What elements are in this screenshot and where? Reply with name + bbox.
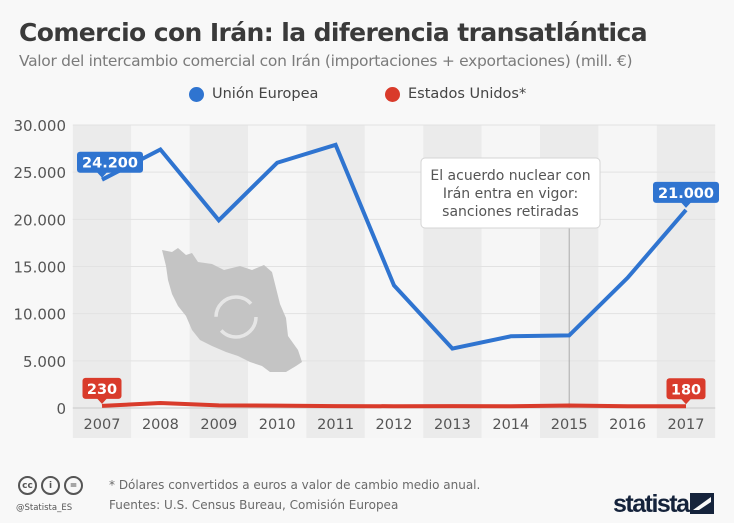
data-label: 21.000 <box>658 186 714 202</box>
data-label-pointer <box>97 398 107 404</box>
legend-item-eu: Unión Europea <box>189 86 318 102</box>
y-tick-label: 20.000 <box>14 211 67 229</box>
data-labels: 24.200 21.000 230 180 <box>77 151 719 405</box>
legend: Unión Europea Estados Unidos* <box>0 86 734 106</box>
x-tick-label: 2010 <box>259 417 296 433</box>
annotation-text: Irán entra en vigor: <box>443 186 578 202</box>
legend-dot-eu-icon <box>189 86 204 102</box>
by-license-icon: i <box>41 476 60 495</box>
legend-dot-us-icon <box>385 86 400 102</box>
x-tick-label: 2012 <box>376 417 413 433</box>
data-label-pointer <box>681 202 691 208</box>
x-tick-label: 2016 <box>609 417 646 433</box>
y-tick-label: 5.000 <box>23 353 66 371</box>
data-label: 180 <box>671 382 701 398</box>
footnote: * Dólares convertidos a euros a valor de… <box>109 478 481 492</box>
x-tick-label: 2007 <box>84 417 121 433</box>
y-axis-ticks: 0 5.000 10.000 15.000 20.000 25.000 30.000 <box>14 117 67 418</box>
x-tick-label: 2015 <box>551 417 588 433</box>
nd-license-icon: = <box>64 476 83 495</box>
y-tick-label: 0 <box>56 400 66 418</box>
x-axis-ticks: 2007 2008 2009 2010 2011 2012 2013 2014 2015 2016… <box>84 417 705 433</box>
annotation-box <box>420 157 601 229</box>
data-label-box <box>77 151 143 173</box>
annotation-text: El acuerdo nuclear con <box>430 168 590 184</box>
refresh-icon <box>214 295 258 339</box>
annotation: El acuerdo nuclear con Irán entra en vigo… <box>420 157 601 408</box>
x-tick-label: 2014 <box>492 417 529 433</box>
chart-subtitle: Valor del intercambio comercial con Irán… <box>19 52 633 70</box>
legend-label-us: Estados Unidos* <box>408 86 527 102</box>
statista-logo[interactable]: statista <box>613 490 690 518</box>
iran-map-icon <box>162 248 302 372</box>
y-tick-label: 30.000 <box>14 117 67 135</box>
data-label-box <box>653 181 719 203</box>
sources: Fuentes: U.S. Census Bureau, Comisión Eu… <box>109 498 399 512</box>
legend-item-us: Estados Unidos* <box>385 86 526 102</box>
x-tick-label: 2013 <box>434 417 471 433</box>
chart-title: Comercio con Irán: la diferencia transat… <box>19 18 648 47</box>
x-tick-label: 2009 <box>200 417 237 433</box>
data-label-pointer <box>681 398 691 405</box>
series <box>101 142 688 409</box>
annotation-text: sanciones retiradas <box>442 204 579 220</box>
data-label: 230 <box>87 382 117 398</box>
y-tick-label: 10.000 <box>14 306 67 324</box>
twitter-handle[interactable]: @Statista_ES <box>16 503 73 513</box>
data-label: 24.200 <box>82 156 138 172</box>
data-label-box <box>82 377 122 399</box>
y-tick-label: 15.000 <box>14 259 67 277</box>
x-tick-label: 2008 <box>142 417 179 433</box>
y-tick-label: 25.000 <box>14 164 67 182</box>
x-tick-label: 2017 <box>668 417 705 433</box>
data-label-box <box>666 378 706 400</box>
column-band <box>598 125 657 438</box>
x-tick-label: 2011 <box>317 417 354 433</box>
column-band <box>306 125 365 438</box>
data-label-pointer <box>97 172 107 178</box>
statista-logo-icon <box>690 493 714 514</box>
cc-license-icon: cc <box>18 476 37 495</box>
legend-label-eu: Unión Europea <box>212 86 319 102</box>
